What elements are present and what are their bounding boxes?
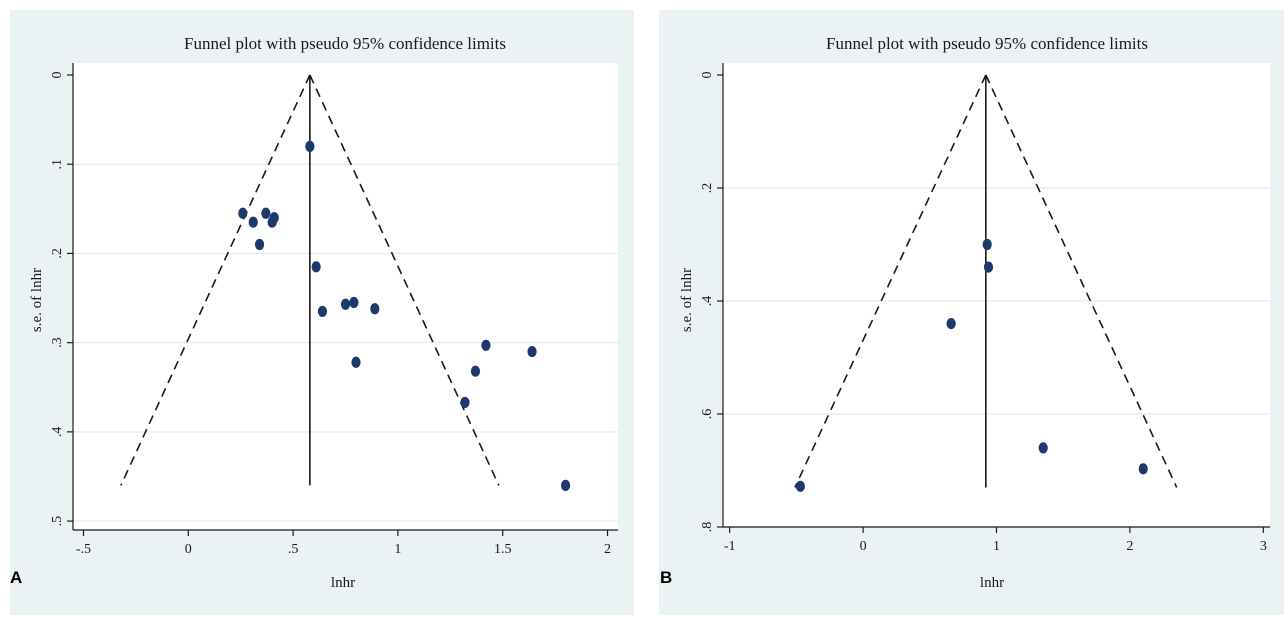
x-tick-label: -1 <box>724 539 736 554</box>
funnel-plot-panel-a: 0 .1 .2 .3 .4 .5 -.5 0 .5 1 1.5 2 Funnel plot with p… <box>10 10 634 615</box>
x-tick-label: 3 <box>1260 539 1267 554</box>
upper-confidence-limit <box>985 74 1178 488</box>
plot-region <box>73 63 618 530</box>
y-tick-label: .4 <box>700 296 715 307</box>
panel-letter: A <box>10 568 22 587</box>
data-point-1 <box>983 261 994 273</box>
data-point-4 <box>1138 463 1148 475</box>
plot-region <box>723 63 1270 527</box>
data-point-13 <box>481 339 491 351</box>
y-tick-label: .3 <box>50 337 65 348</box>
data-point-3 <box>1038 442 1048 454</box>
lower-confidence-limit <box>794 74 987 488</box>
lower-confidence-limit <box>120 74 311 486</box>
panel-letter: B <box>660 568 672 587</box>
data-point-6 <box>254 238 265 251</box>
y-tick-label: .5 <box>50 516 65 527</box>
data-point-7 <box>311 261 321 273</box>
data-point-14 <box>527 345 537 358</box>
data-point-2 <box>248 216 258 228</box>
data-point-0 <box>982 238 992 251</box>
data-point-10 <box>349 296 359 309</box>
data-point-5 <box>269 212 279 224</box>
data-point-3 <box>261 207 271 219</box>
x-axis-title: lnhr <box>331 575 355 591</box>
data-point-2 <box>946 318 956 330</box>
x-tick-label: 1 <box>993 539 1000 554</box>
y-tick-label: .6 <box>700 409 715 420</box>
data-point-1 <box>238 207 248 219</box>
chart-title: Funnel plot with pseudo 95% confidence l… <box>184 34 506 53</box>
x-tick-label: 2 <box>604 542 611 557</box>
data-point-8 <box>317 305 328 318</box>
y-tick-label: .4 <box>50 427 65 438</box>
y-tick-label: .2 <box>700 183 715 194</box>
upper-confidence-limit <box>309 74 500 486</box>
x-tick-label: 0 <box>860 539 867 554</box>
x-tick-label: 1.5 <box>494 542 512 557</box>
data-point-12 <box>351 356 361 368</box>
data-point-0 <box>305 140 315 152</box>
y-axis-title: s.e. of lnhr <box>29 268 45 332</box>
y-tick-label: .8 <box>700 522 715 533</box>
y-axis-title: s.e. of lnhr <box>679 268 695 332</box>
x-tick-label: -.5 <box>76 542 91 557</box>
data-point-11 <box>370 303 380 315</box>
data-point-17 <box>560 479 571 491</box>
data-point-16 <box>460 396 470 409</box>
funnel-plot-panel-b: 0 .2 .4 .6 .8 -1 0 1 2 3 Funnel plot with pseudo 9… <box>659 10 1284 615</box>
x-axis-title: lnhr <box>980 575 1004 591</box>
y-tick-label: 0 <box>700 72 715 79</box>
x-tick-label: 1 <box>394 542 401 557</box>
data-point-9 <box>340 298 351 310</box>
x-tick-label: 2 <box>1126 539 1133 554</box>
y-tick-label: .1 <box>50 159 65 170</box>
data-point-15 <box>470 365 481 377</box>
x-tick-label: 0 <box>185 542 192 557</box>
chart-title: Funnel plot with pseudo 95% confidence l… <box>826 34 1148 53</box>
x-tick-label: .5 <box>288 542 299 557</box>
y-tick-label: 0 <box>50 72 65 79</box>
data-point-5 <box>795 480 805 492</box>
y-tick-label: .2 <box>50 248 65 259</box>
